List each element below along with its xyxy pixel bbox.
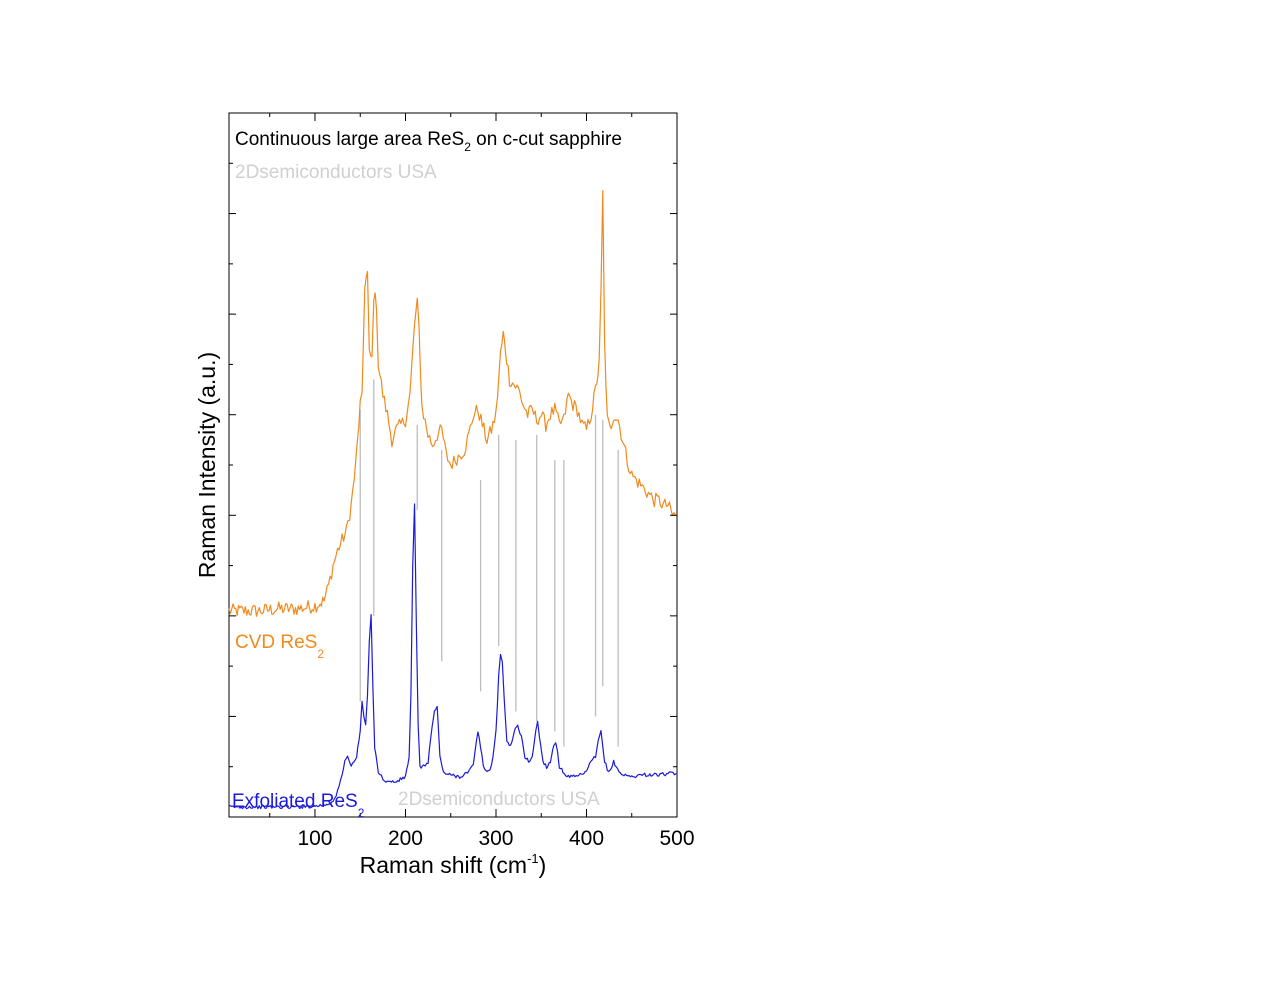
cvd-series-label: CVD ReS2 <box>235 632 324 661</box>
x-tick-label-200: 200 <box>388 827 423 850</box>
y-axis-title: Raman Intensity (a.u.) <box>194 352 220 578</box>
series-line-exfoliated <box>228 503 678 810</box>
x-tick-label-100: 100 <box>297 827 332 850</box>
spectra <box>228 190 678 810</box>
series-line-cvd <box>228 190 678 617</box>
x-axis-ticks: 100 200 300 400 500 <box>269 113 695 850</box>
y-axis-ticks <box>229 162 677 768</box>
peak-guide-lines <box>359 379 619 747</box>
exfoliated-series-label: Exfoliated ReS2 <box>232 791 365 820</box>
watermark-top: 2Dsemiconductors USA <box>235 162 437 183</box>
x-axis-title: Raman shift (cm-1) <box>360 851 547 878</box>
x-tick-label-400: 400 <box>569 827 604 850</box>
x-tick-label-300: 300 <box>478 827 513 850</box>
watermark-bottom: 2Dsemiconductors USA <box>398 789 600 810</box>
x-tick-label-500: 500 <box>659 827 694 850</box>
headline-annotation: Continuous large area ReS2 on c-cut sapp… <box>235 129 622 154</box>
